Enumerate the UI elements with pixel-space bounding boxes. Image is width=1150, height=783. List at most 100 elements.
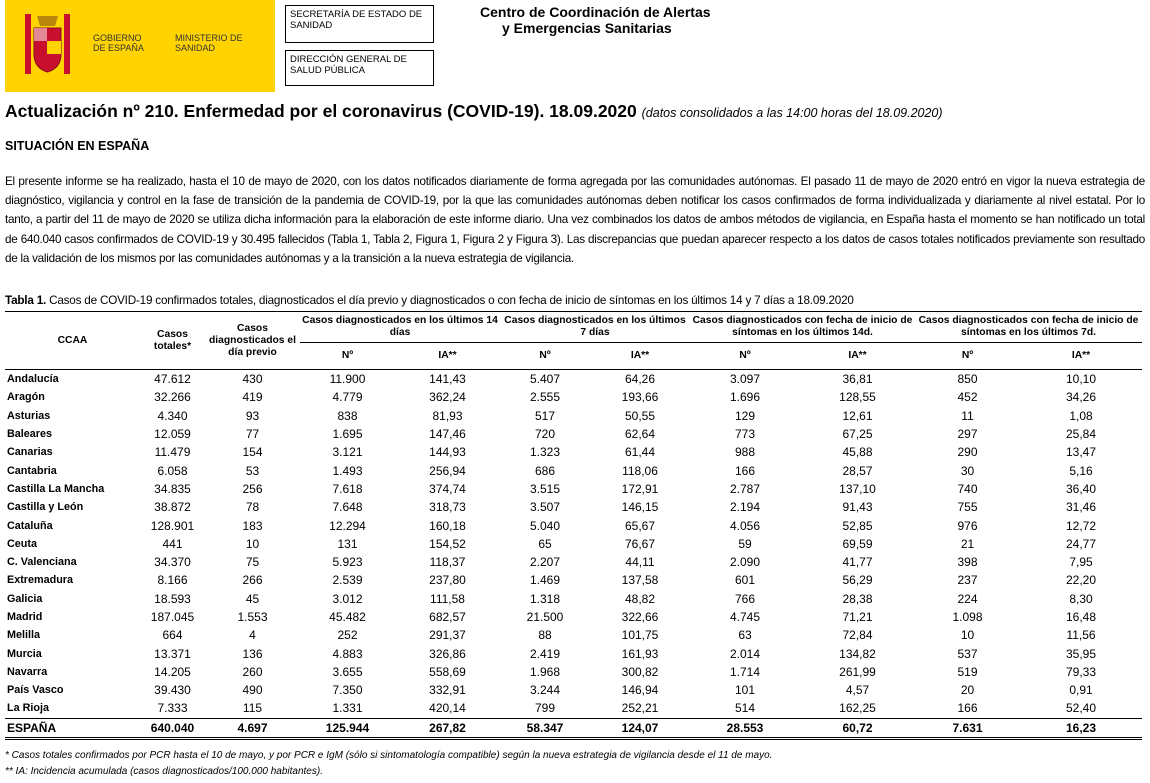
cell: 76,67	[624, 536, 656, 551]
cell: 161,93	[621, 646, 659, 661]
cell: 0,91	[1069, 683, 1093, 698]
table-row: Asturias 4.340 93 838 81,93 517 50,55 129 12,61 1…	[5, 407, 1142, 425]
cell: 1.098	[952, 610, 983, 624]
region-name: Baleares	[7, 428, 53, 441]
sub-header: IA**	[1020, 342, 1142, 370]
cell: 3.507	[529, 500, 561, 515]
cell: 252	[337, 628, 358, 643]
cell: 64,26	[624, 372, 656, 387]
cell: 1.318	[529, 591, 561, 606]
cell: 3.244	[529, 683, 561, 698]
cell: 8.166	[157, 573, 188, 588]
cell: 11	[961, 408, 974, 423]
group-header: Casos diagnosticados con fecha de inicio…	[915, 311, 1142, 343]
cell: 144,93	[429, 445, 466, 460]
cell: 362,24	[429, 390, 466, 405]
cell: 988	[734, 445, 756, 460]
column-header: Casos diagnosticados el día previo	[205, 311, 300, 370]
total-cell: 125.944	[300, 717, 395, 740]
cell: 69,59	[842, 536, 873, 551]
cell: 332,91	[429, 683, 466, 698]
cell: 3.097	[729, 372, 761, 387]
cell: 52,40	[1065, 701, 1097, 716]
table-caption: Tabla 1. Casos de COVID-19 confirmados t…	[5, 294, 854, 307]
cell: 420,14	[429, 701, 466, 716]
cell: 1.331	[332, 701, 363, 716]
cell: 28,38	[842, 591, 873, 606]
table-row: Castilla y León 38.872 78 7.648 318,73 3.507 1…	[5, 498, 1142, 516]
cell: 137,58	[621, 573, 659, 588]
cell: 53	[245, 463, 260, 478]
region-name: C. Valenciana	[7, 556, 77, 569]
table-row: Extremadura 8.166 266 2.539 237,80 1.469 137,5…	[5, 571, 1142, 589]
subtitle: (datos consolidados a las 14:00 horas de…	[641, 106, 943, 120]
cell: 322,66	[621, 610, 659, 624]
cell: 10,10	[1065, 372, 1097, 387]
cell: 1,08	[1069, 408, 1093, 423]
total-cell: 640.040	[140, 717, 205, 740]
cell: 14.205	[154, 664, 191, 679]
cell: 7.648	[332, 500, 363, 515]
region-name: La Rioja	[7, 702, 49, 715]
cell: 4.883	[332, 646, 363, 661]
region-name: Canarias	[7, 446, 53, 459]
cell: 147,46	[429, 427, 466, 442]
cell: 686	[534, 463, 556, 478]
table-row: Ceuta 441 10 131 154,52 65 76,67 59 69,59 21 24,77	[5, 535, 1142, 553]
cell: 290	[957, 445, 978, 460]
cell: 3.012	[332, 591, 363, 606]
total-name: ESPAÑA	[5, 717, 140, 740]
cell: 137,10	[839, 481, 876, 496]
coat-of-arms	[25, 14, 70, 74]
cell: 134,82	[839, 646, 876, 661]
cell: 3.655	[332, 664, 363, 679]
total-cell: 58.347	[500, 717, 590, 740]
cell: 1.696	[729, 390, 761, 405]
cell: 166	[734, 463, 756, 478]
cell: 398	[957, 555, 978, 570]
column-header: CCAA	[5, 311, 140, 370]
cell: 36,81	[842, 372, 873, 387]
cell: 1.323	[529, 445, 561, 460]
column-header: Casos totales*	[140, 311, 205, 370]
region-name: Melilla	[7, 629, 41, 642]
cell: 256	[242, 481, 263, 496]
cell: 976	[957, 518, 978, 533]
table-row: Castilla La Mancha 34.835 256 7.618 374,74 3.…	[5, 480, 1142, 498]
cell: 12.059	[154, 427, 191, 442]
cell: 1.553	[237, 610, 268, 624]
table-row: Murcia 13.371 136 4.883 326,86 2.419 161,93 2.0…	[5, 644, 1142, 662]
cell: 25,84	[1065, 427, 1097, 442]
cell: 6.058	[157, 463, 188, 478]
region-name: Ceuta	[7, 537, 37, 550]
total-row: ESPAÑA 640.040 4.697 125.944 267,82 58.347 124…	[5, 717, 1142, 740]
cell: 799	[534, 701, 556, 716]
region-name: Cataluña	[7, 519, 53, 532]
cell: 1.469	[529, 573, 561, 588]
cell: 118,06	[622, 463, 658, 478]
cell: 7.350	[332, 683, 363, 698]
cell: 11.479	[154, 445, 191, 460]
cell: 48,82	[624, 591, 656, 606]
cell: 514	[734, 701, 756, 716]
cell: 261,99	[839, 664, 876, 679]
cell: 4.340	[157, 408, 188, 423]
cell: 12.294	[329, 518, 366, 533]
cell: 154	[242, 445, 263, 460]
cell: 79,33	[1065, 664, 1097, 679]
data-table: CCAA Casos totales* Casos diagnosticados e…	[5, 311, 1142, 740]
cell: 300,82	[621, 664, 659, 679]
cell: 16,48	[1065, 610, 1097, 624]
center-title: Centro de Coordinación de Alertas y Emer…	[480, 4, 711, 36]
total-cell: 4.697	[205, 717, 300, 740]
cell: 47.612	[154, 372, 191, 387]
cell: 260	[242, 664, 263, 679]
cell: 31,46	[1065, 500, 1097, 515]
cell: 1.493	[332, 463, 363, 478]
cell: 490	[242, 683, 263, 698]
table-row: Melilla 664 4 252 291,37 88 101,75 63 72,84 10 11,…	[5, 626, 1142, 644]
cell: 59	[738, 536, 752, 551]
cell: 4,57	[845, 683, 870, 698]
cell: 326,86	[429, 646, 466, 661]
sub-header: Nº	[915, 342, 1020, 370]
